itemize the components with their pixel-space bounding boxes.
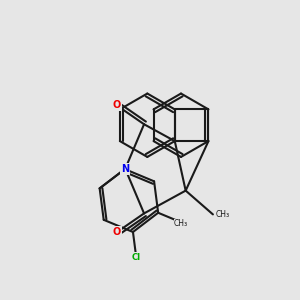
Text: CH₃: CH₃ <box>216 210 230 219</box>
Text: Cl: Cl <box>132 253 141 262</box>
Text: N: N <box>121 164 129 174</box>
Text: O: O <box>113 100 121 110</box>
Text: O: O <box>113 227 121 237</box>
Text: CH₃: CH₃ <box>174 219 188 228</box>
